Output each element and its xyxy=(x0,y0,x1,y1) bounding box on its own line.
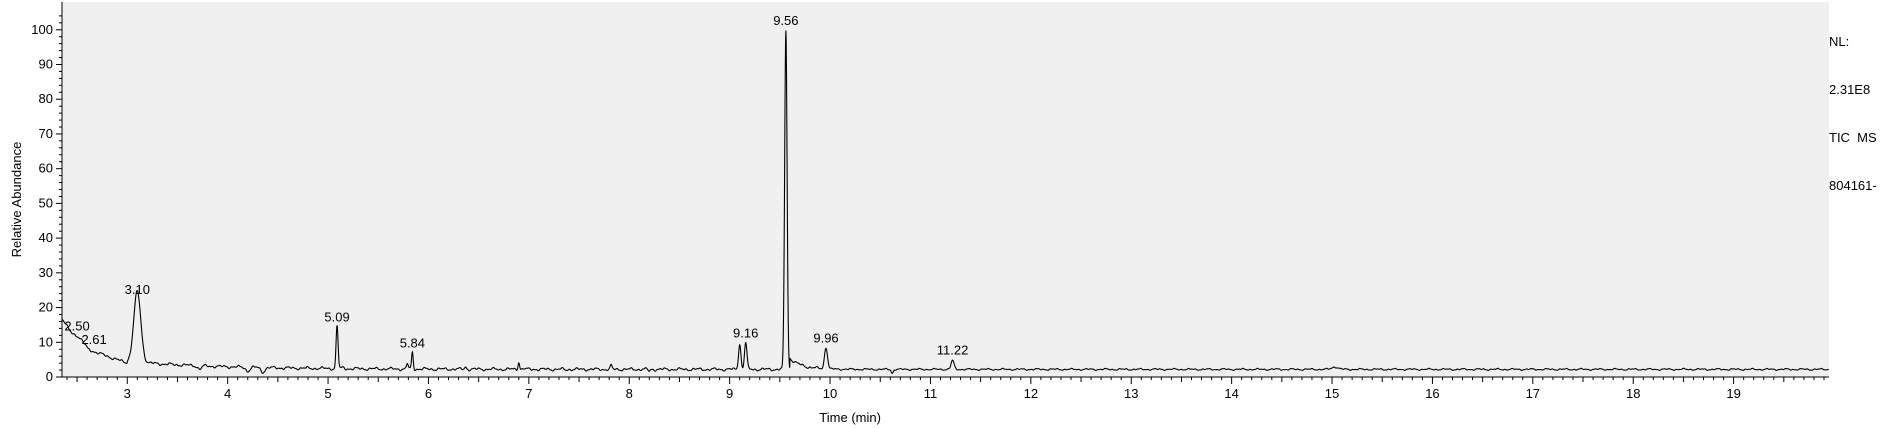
y-tick-label: 20 xyxy=(39,300,53,315)
peak-label: 11.22 xyxy=(937,343,969,358)
x-tick-label: 19 xyxy=(1726,386,1740,401)
peak-labels: 2.502.61 3.10 5.09 5.84 9.16 9.56 9.96 11.22 xyxy=(64,13,968,358)
peak-label: 9.16 xyxy=(733,325,758,340)
peak-label: 2.61 xyxy=(81,332,106,347)
x-tick-label: 5 xyxy=(324,386,331,401)
x-tick-label: 12 xyxy=(1024,386,1038,401)
x-tick-label: 11 xyxy=(924,386,938,401)
x-tick-label: 8 xyxy=(626,386,633,401)
peak-label: 9.96 xyxy=(813,330,838,345)
peak-label: 9.56 xyxy=(773,13,798,28)
y-axis-label: Relative Abundance xyxy=(9,142,24,258)
x-tick-label: 3 xyxy=(124,386,131,401)
x-axis-label: Time (min) xyxy=(819,410,881,425)
y-tick-label: 60 xyxy=(39,161,53,176)
x-tick-label: 7 xyxy=(525,386,532,401)
x-tick-label: 15 xyxy=(1325,386,1339,401)
y-tick-label: 50 xyxy=(39,195,53,210)
peak-label: 5.84 xyxy=(400,336,425,351)
y-tick-label: 0 xyxy=(46,369,53,384)
y-tick-label: 70 xyxy=(39,126,53,141)
y-tick-label: 30 xyxy=(39,265,53,280)
tic-trace xyxy=(61,30,1829,375)
y-tick-label: 90 xyxy=(39,57,53,72)
x-tick-label: 17 xyxy=(1526,386,1540,401)
scan-filter: TIC MS xyxy=(1829,130,1877,145)
peak-label: 5.09 xyxy=(324,310,349,325)
x-tick-label: 4 xyxy=(224,386,231,401)
y-axis: 0 10 20 30 40 50 60 70 80 90 100 xyxy=(31,15,62,384)
plot-background xyxy=(62,2,1829,377)
peak-label: 3.10 xyxy=(125,282,150,297)
y-tick-label: 10 xyxy=(39,334,53,349)
peak-label: 2.50 xyxy=(64,318,89,333)
x-tick-label: 6 xyxy=(425,386,432,401)
nl-label: NL: xyxy=(1829,34,1850,49)
x-tick-label: 10 xyxy=(823,386,837,401)
x-tick-label: 14 xyxy=(1224,386,1238,401)
x-axis: 3 4 5 6 7 8 9 10 11 12 13 14 15 16 17 18 19 xyxy=(66,377,1825,401)
x-tick-label: 16 xyxy=(1425,386,1439,401)
nl-value: 2.31E8 xyxy=(1829,82,1871,97)
x-tick-label: 13 xyxy=(1124,386,1138,401)
x-tick-label: 9 xyxy=(726,386,733,401)
y-tick-label: 80 xyxy=(39,91,53,106)
file-id: 804161- xyxy=(1829,178,1877,193)
y-tick-label: 40 xyxy=(39,230,53,245)
x-tick-label: 18 xyxy=(1626,386,1640,401)
scan-info-panel: NL: 2.31E8 TIC MS 804161- xyxy=(1829,2,1877,210)
y-tick-label: 100 xyxy=(31,22,53,37)
